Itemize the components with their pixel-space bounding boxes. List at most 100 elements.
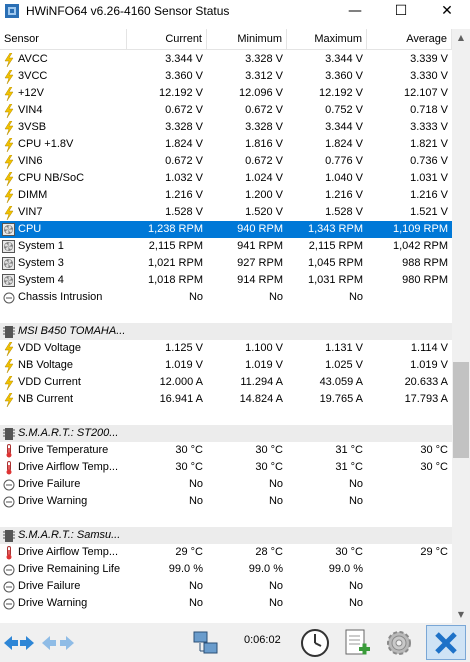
sensor-name: CPU +1.8V [18, 138, 74, 150]
sensor-row[interactable]: 3VCC 3.360 V 3.312 V 3.360 V 3.330 V [0, 68, 452, 85]
column-header-minimum[interactable]: Minimum [207, 29, 287, 49]
scrollbar-thumb[interactable] [453, 362, 469, 458]
close-button[interactable]: ✕ [441, 3, 453, 19]
maximize-button[interactable]: ☐ [394, 3, 408, 19]
elapsed-time: 0:06:02 [244, 634, 281, 646]
sensor-row[interactable]: CPU +1.8V 1.824 V 1.816 V 1.824 V 1.821 V [0, 136, 452, 153]
maximum-value: 1.528 V [325, 206, 363, 218]
reset-clock-button[interactable] [298, 626, 332, 659]
sensor-name-cell: VDD Current [0, 374, 127, 391]
average-value: 1.821 V [410, 138, 448, 150]
sensor-row[interactable]: Drive Temperature 30 °C 30 °C 31 °C 30 °C [0, 442, 452, 459]
sensor-row[interactable]: Drive Warning No No No [0, 493, 452, 510]
thermometer-icon [2, 443, 15, 458]
sensor-name-cell: +12V [0, 85, 127, 102]
sensor-group-header[interactable]: S.M.A.R.T.: ST200... [0, 425, 452, 442]
thermometer-icon [2, 460, 15, 475]
sensor-row[interactable]: CPU NB/SoC 1.032 V 1.024 V 1.040 V 1.031 V [0, 170, 452, 187]
sensor-name: Drive Airflow Temp... [18, 461, 119, 473]
column-header-average[interactable]: Average [367, 29, 452, 49]
sensor-name-cell: Drive Remaining Life [0, 561, 127, 578]
sensor-row[interactable]: System 4 1,018 RPM 914 RPM 1,031 RPM 980 RPM [0, 272, 452, 289]
voltage-bolt-icon [2, 154, 15, 169]
sensor-row[interactable]: Drive Failure No No No [0, 476, 452, 493]
minimum-value: 12.096 V [238, 87, 283, 99]
minimum-value: 11.294 A [240, 376, 283, 388]
minimum-value: 3.312 V [245, 70, 283, 82]
sensor-row[interactable]: Drive Airflow Temp... 30 °C 30 °C 31 °C 30 °… [0, 459, 452, 476]
column-header-maximum[interactable]: Maximum [287, 29, 367, 49]
bottom-toolbar: 0:06:02 [0, 623, 470, 662]
network-button[interactable] [190, 626, 222, 659]
voltage-bolt-icon [2, 392, 15, 407]
sensor-row[interactable]: System 1 2,115 RPM 941 RPM 2,115 RPM 1,042 R… [0, 238, 452, 255]
minimize-button[interactable]: — [348, 3, 362, 19]
close-sensors-button[interactable] [426, 625, 466, 660]
sensor-row[interactable]: AVCC 3.344 V 3.328 V 3.344 V 3.339 V [0, 51, 452, 68]
sensor-row[interactable]: Chassis Intrusion No No No [0, 289, 452, 306]
sensor-row[interactable]: VIN4 0.672 V 0.672 V 0.752 V 0.718 V [0, 102, 452, 119]
current-value: No [188, 495, 203, 507]
maximum-value: 2,115 RPM [308, 240, 363, 252]
sensor-row[interactable]: NB Voltage 1.019 V 1.019 V 1.025 V 1.019 V [0, 357, 452, 374]
sensor-name-cell: NB Current [0, 391, 127, 408]
sensor-group-header[interactable]: S.M.A.R.T.: Samsu... [0, 527, 452, 544]
sensor-row[interactable]: +12V 12.192 V 12.096 V 12.192 V 12.107 V [0, 85, 452, 102]
minimum-value: 914 RPM [237, 274, 283, 286]
average-value: 12.107 V [403, 87, 448, 99]
sensor-name: VDD Voltage [18, 342, 81, 354]
blank-row [0, 510, 452, 527]
status-circle-icon [2, 597, 15, 611]
maximum-value: 30 °C [335, 546, 363, 558]
column-header-sensor[interactable]: Sensor [0, 29, 127, 49]
sensor-row[interactable]: VDD Current 12.000 A 11.294 A 43.059 A 20.63… [0, 374, 452, 391]
sensor-row[interactable]: DIMM 1.216 V 1.200 V 1.216 V 1.216 V [0, 187, 452, 204]
sensor-row[interactable]: Drive Warning No No No [0, 595, 452, 612]
minimum-value: 30 °C [255, 461, 283, 473]
average-value [367, 289, 452, 306]
sensor-row[interactable]: Drive Airflow Temp... 29 °C 28 °C 30 °C 29 °… [0, 544, 452, 561]
sensor-row[interactable]: Drive Remaining Life 99.0 % 99.0 % 99.0 % [0, 561, 452, 578]
logging-button[interactable] [340, 626, 374, 659]
sensor-group-header[interactable]: MSI B450 TOMAHA... [0, 323, 452, 340]
average-value: 29 °C [420, 546, 448, 558]
sensor-name: Drive Warning [18, 495, 88, 507]
maximum-value: No [348, 495, 363, 507]
sensor-row[interactable]: VIN6 0.672 V 0.672 V 0.776 V 0.736 V [0, 153, 452, 170]
average-value: 3.333 V [410, 121, 448, 133]
sensor-name: S.M.A.R.T.: ST200... [18, 427, 119, 439]
voltage-bolt-icon [2, 137, 15, 152]
sensor-name: MSI B450 TOMAHA... [18, 325, 126, 337]
sensor-row[interactable]: VIN7 1.528 V 1.520 V 1.528 V 1.521 V [0, 204, 452, 221]
expand-arrows-button[interactable] [2, 626, 36, 659]
column-header-current[interactable]: Current [127, 29, 207, 49]
sensor-row[interactable]: NB Current 16.941 A 14.824 A 19.765 A 17.793… [0, 391, 452, 408]
current-value: 12.192 V [158, 87, 203, 99]
settings-button[interactable] [380, 626, 418, 659]
fan-icon [2, 257, 15, 271]
sensor-row[interactable]: System 3 1,021 RPM 927 RPM 1,045 RPM 988 RPM [0, 255, 452, 272]
sensor-name-cell: Drive Temperature [0, 442, 127, 459]
vertical-scrollbar[interactable]: ▲ ▼ [452, 29, 470, 623]
sensor-name: Chassis Intrusion [18, 291, 103, 303]
scroll-up-arrow-icon[interactable]: ▲ [457, 33, 465, 42]
collapse-arrows-button[interactable] [40, 626, 76, 659]
current-value: 0.672 V [165, 155, 203, 167]
sensor-row[interactable]: 3VSB 3.328 V 3.328 V 3.344 V 3.333 V [0, 119, 452, 136]
sensor-name-cell: Drive Airflow Temp... [0, 459, 127, 476]
maximum-value: 43.059 A [319, 376, 363, 388]
sensor-row[interactable]: Drive Failure No No No [0, 578, 452, 595]
sensor-name: NB Current [18, 393, 74, 405]
average-value: 0.718 V [410, 104, 448, 116]
scroll-down-arrow-icon[interactable]: ▼ [457, 610, 465, 619]
minimum-value: 940 RPM [237, 223, 283, 235]
minimum-value: No [268, 478, 283, 490]
sensor-row[interactable]: CPU 1,238 RPM 940 RPM 1,343 RPM 1,109 RPM [0, 221, 452, 238]
average-value [367, 493, 452, 510]
sensor-name: Drive Failure [18, 580, 81, 592]
sensor-name: DIMM [18, 189, 48, 201]
average-value: 3.330 V [410, 70, 448, 82]
sensor-name: CPU [18, 223, 42, 235]
sensor-name-cell: NB Voltage [0, 357, 127, 374]
sensor-row[interactable]: VDD Voltage 1.125 V 1.100 V 1.131 V 1.114 V [0, 340, 452, 357]
